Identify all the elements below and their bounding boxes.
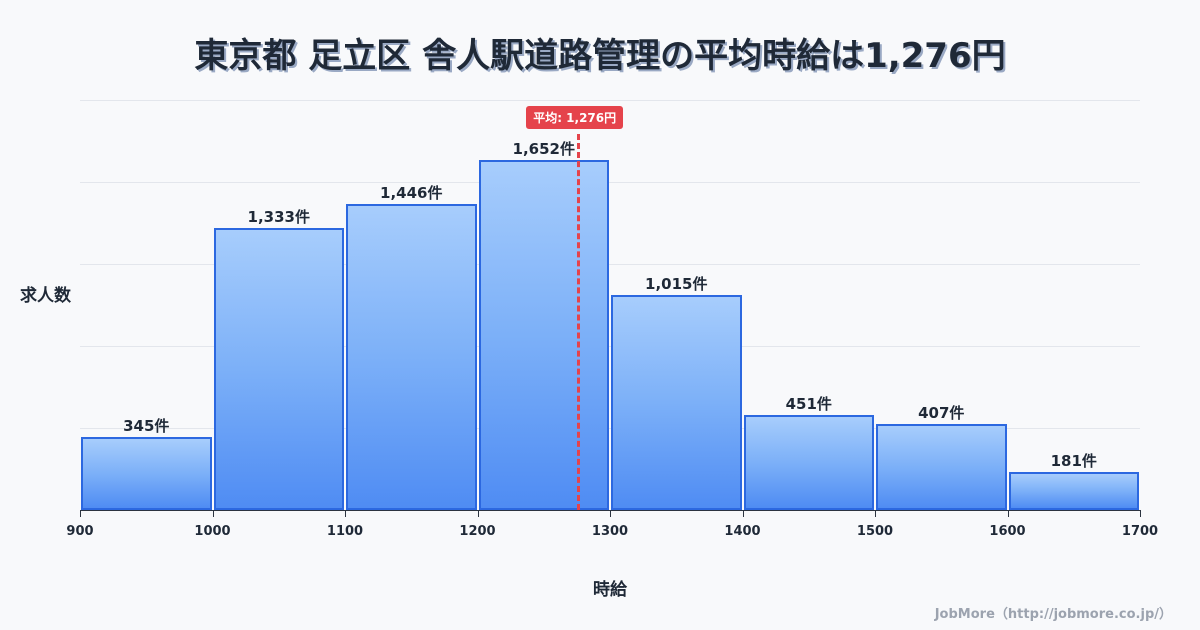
x-tick [610,510,611,517]
gridline [80,428,1140,429]
histogram-bar [81,437,212,510]
source-credit: JobMore（http://jobmore.co.jp/） [934,607,1172,622]
histogram-bar [346,204,477,510]
mean-line [577,134,581,510]
histogram-bar [213,228,344,510]
bar-value-label: 181件 [1050,452,1097,470]
y-axis-label: 求人数 [20,286,71,306]
x-tick-label: 1100 [326,524,364,539]
bar-value-label: 1,446件 [380,184,443,202]
bar-value-label: 1,652件 [512,140,575,158]
gridline [80,182,1140,183]
x-tick-label: 1000 [194,524,231,539]
x-tick-label: 1500 [856,524,894,539]
x-tick-label: 1700 [1121,524,1159,539]
histogram-bar [876,424,1007,510]
bar-value-label: 1,015件 [645,275,708,293]
bar-value-label: 345件 [123,417,170,435]
x-tick [875,510,876,517]
mean-badge: 平均: 1,276円 [526,106,624,129]
gridline [80,264,1140,265]
x-tick [477,510,479,517]
chart-title: 東京都 足立区 舎人駅道路管理の平均時給は1,276円 [194,36,1006,76]
histogram-bar [1008,472,1139,510]
gridline [80,346,1140,347]
x-tick [212,510,214,517]
bar-value-label: 451件 [785,395,832,413]
histogram-bar [611,295,742,510]
x-tick [80,510,81,517]
histogram-bar [743,415,874,510]
bar-value-label: 407件 [918,404,965,422]
bar-value-label: 1,333件 [247,208,310,226]
x-tick [345,510,346,517]
histogram-bar [478,160,609,510]
x-tick-label: 1600 [989,524,1026,539]
gridline [80,100,1140,101]
x-tick-label: 1300 [591,524,629,539]
x-tick [742,510,744,517]
x-axis-label: 時給 [593,580,627,600]
x-tick [1007,510,1009,517]
x-tick-label: 1200 [459,524,496,539]
x-tick [1140,510,1141,517]
x-tick-label: 900 [66,524,94,539]
x-tick-label: 1400 [724,524,761,539]
